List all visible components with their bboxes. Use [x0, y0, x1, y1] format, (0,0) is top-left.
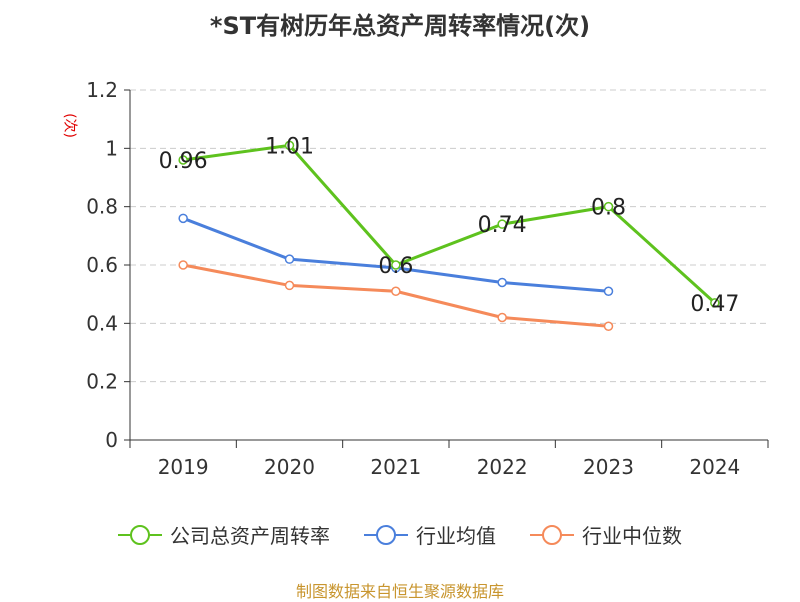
- data-point: [603, 201, 614, 212]
- legend-marker-icon: [364, 524, 408, 545]
- y-tick-label: 0.2: [86, 370, 118, 394]
- y-tick-label: 0: [105, 428, 118, 452]
- legend-item-2[interactable]: 行业中位数: [530, 520, 682, 549]
- x-tick-label: 2020: [264, 455, 315, 479]
- x-tick-label: 2023: [583, 455, 634, 479]
- y-tick-label: 0.6: [86, 253, 118, 277]
- data-label: 0.47: [690, 292, 739, 317]
- chart-title: *ST有树历年总资产周转率情况(次): [209, 12, 591, 40]
- data-point: [284, 254, 295, 264]
- x-tick-label: 2024: [689, 455, 740, 479]
- legend-item-1[interactable]: 行业均值: [364, 520, 496, 549]
- x-tick-label: 2021: [370, 455, 421, 479]
- data-point: [391, 286, 401, 296]
- data-label: 0.96: [159, 149, 208, 174]
- y-tick-label: 0.8: [86, 195, 118, 219]
- legend-label: 公司总资产周转率: [170, 524, 330, 548]
- data-point: [178, 155, 188, 165]
- y-tick-label: 1: [105, 136, 118, 160]
- data-point: [497, 277, 507, 288]
- data-point: [603, 321, 614, 331]
- data-point: [284, 140, 295, 151]
- data-point: [710, 298, 720, 308]
- x-tick-label: 2019: [158, 455, 209, 479]
- data-point: [178, 213, 188, 224]
- data-label: 0.8: [591, 196, 626, 221]
- data-point: [603, 286, 614, 296]
- data-point: [284, 280, 295, 291]
- data-point: [391, 260, 401, 270]
- data-label: 1.01: [265, 134, 314, 159]
- y-tick-label: 1.2: [86, 78, 118, 102]
- data-label: 0.74: [478, 213, 527, 238]
- legend: 公司总资产周转率 行业均值 行业中位数: [0, 520, 800, 549]
- series-line: [182, 143, 716, 305]
- legend-item-0[interactable]: 公司总资产周转率: [118, 520, 330, 549]
- legend-label: 行业均值: [416, 524, 496, 548]
- legend-marker-icon: [530, 524, 574, 545]
- legend-label: 行业中位数: [582, 524, 682, 548]
- data-point: [497, 219, 507, 229]
- legend-marker-icon: [118, 524, 162, 545]
- y-tick-label: 0.4: [86, 311, 118, 335]
- data-source-note: 制图数据来自恒生聚源数据库: [295, 582, 504, 601]
- data-point: [178, 260, 188, 270]
- data-label: 0.6: [378, 254, 413, 279]
- x-tick-label: 2022: [477, 455, 528, 479]
- data-point: [497, 312, 507, 323]
